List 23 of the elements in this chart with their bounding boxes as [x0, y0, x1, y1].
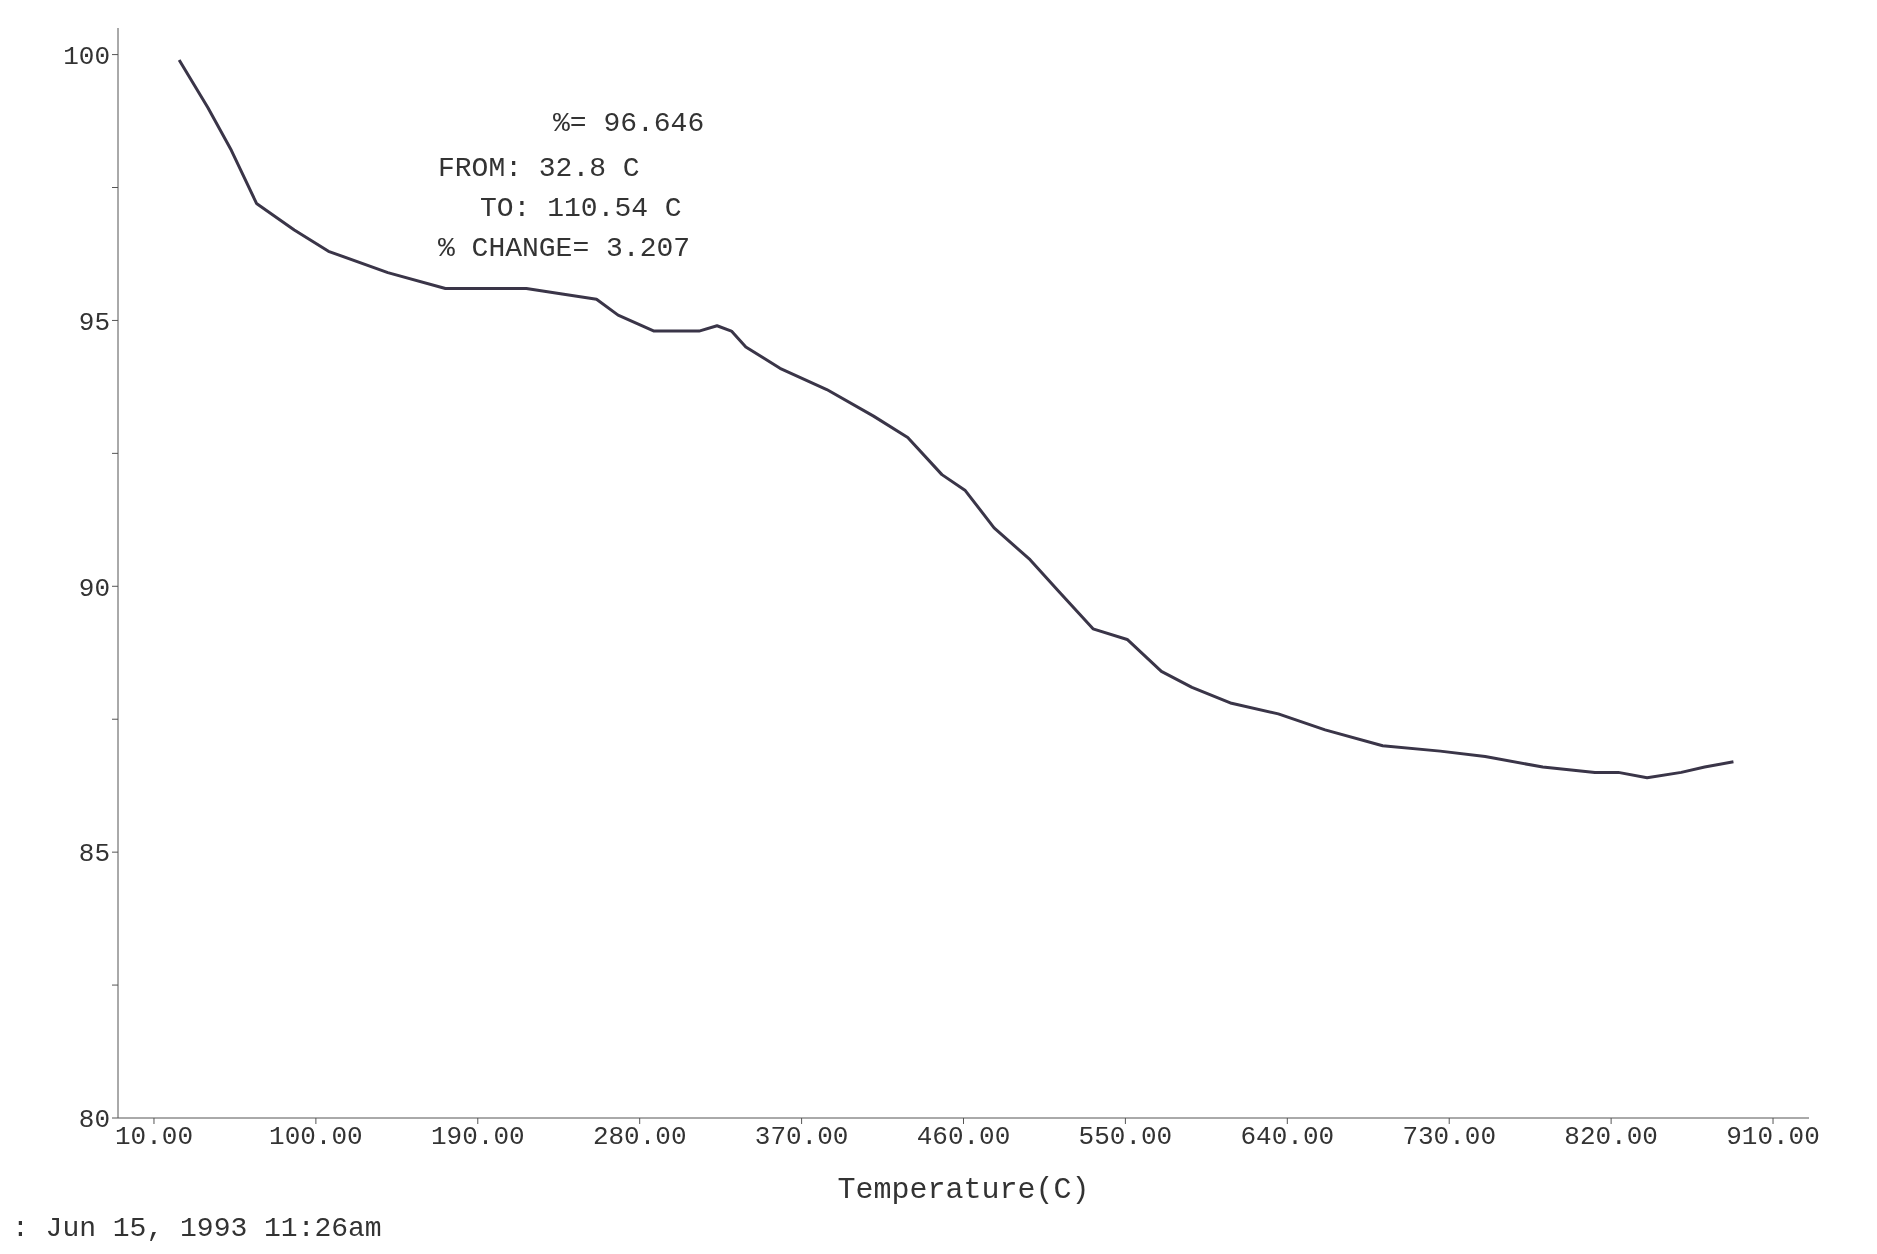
x-tick-label: 280.00 — [592, 1122, 687, 1153]
x-tick-label: 100.00 — [269, 1122, 363, 1153]
x-axis-title: Temperature(C) — [837, 1173, 1090, 1207]
annotation: TO: 110.54 C — [480, 193, 682, 224]
y-tick-label: 100 — [63, 41, 110, 72]
y-tick-label: 85 — [78, 839, 110, 870]
x-tick-label: 370.00 — [754, 1122, 849, 1153]
annotation: %= 96.646 — [553, 108, 705, 139]
y-tick-label: 80 — [78, 1105, 110, 1136]
x-tick-label: 10.00 — [114, 1122, 193, 1153]
x-tick-label: 640.00 — [1240, 1122, 1335, 1153]
x-tick-label: 190.00 — [430, 1122, 525, 1153]
annotation: FROM: 32.8 C — [438, 153, 640, 184]
x-tick-label: 730.00 — [1402, 1122, 1497, 1153]
y-tick-label: 95 — [78, 307, 110, 338]
x-tick-label: 820.00 — [1564, 1122, 1658, 1153]
annotation: % CHANGE= 3.207 — [438, 233, 691, 264]
x-tick-label: 460.00 — [916, 1122, 1011, 1153]
text: : Jun 15, 1993 11:26am — [12, 1213, 382, 1244]
x-tick-label: 550.00 — [1078, 1122, 1173, 1153]
y-tick-label: 90 — [78, 573, 110, 604]
line-series — [177, 58, 1735, 780]
x-tick-label: 910.00 — [1726, 1122, 1820, 1153]
